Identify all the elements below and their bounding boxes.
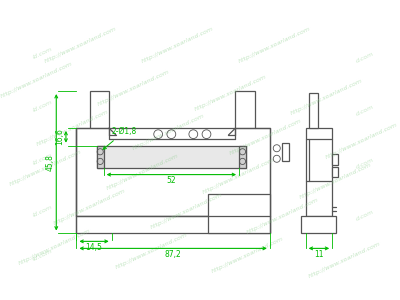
Text: http://www.soarland.com: http://www.soarland.com [237, 26, 311, 64]
Text: d.com: d.com [356, 51, 375, 64]
Bar [90, 91, 109, 128]
Bar [76, 128, 270, 216]
Text: http://www.soarland.com: http://www.soarland.com [9, 148, 82, 187]
Bar [208, 194, 270, 233]
Text: 11: 11 [314, 250, 324, 259]
Text: http://www.soarland.com: http://www.soarland.com [211, 236, 285, 274]
Text: http://www.soarland.com: http://www.soarland.com [308, 241, 381, 279]
Text: http://www.soarland.com: http://www.soarland.com [35, 109, 109, 147]
Text: ld.com: ld.com [32, 152, 54, 166]
Text: http://www.soarland.com: http://www.soarland.com [228, 118, 302, 156]
Bar [282, 143, 289, 160]
Text: http://www.soarland.com: http://www.soarland.com [0, 61, 74, 99]
Bar [309, 93, 318, 128]
Text: http://www.soarland.com: http://www.soarland.com [44, 26, 118, 64]
Bar [236, 91, 255, 128]
Text: http://www.soarland.com: http://www.soarland.com [325, 122, 399, 160]
Text: 14,5: 14,5 [86, 243, 102, 252]
Bar [97, 146, 104, 168]
Text: ld.com: ld.com [32, 249, 54, 262]
Text: http://www.soarland.com: http://www.soarland.com [106, 153, 179, 191]
Text: http://www.soarland.com: http://www.soarland.com [290, 78, 364, 116]
Text: 16,6: 16,6 [55, 128, 64, 145]
Text: d.com: d.com [356, 157, 375, 169]
Text: d.com: d.com [356, 209, 375, 222]
Text: ld.com: ld.com [32, 205, 54, 218]
Text: http://www.soarland.com: http://www.soarland.com [246, 197, 320, 235]
Text: http://www.soarland.com: http://www.soarland.com [97, 70, 170, 107]
Bar [97, 146, 246, 168]
Text: ld.com: ld.com [32, 46, 54, 60]
Text: http://www.soarland.com: http://www.soarland.com [114, 232, 188, 270]
Bar [332, 167, 338, 177]
Text: http://www.soarland.com: http://www.soarland.com [132, 113, 206, 152]
Bar [239, 146, 246, 168]
Text: http://www.soarland.com: http://www.soarland.com [141, 26, 214, 64]
Text: d.com: d.com [356, 104, 375, 117]
Text: http://www.soarland.com: http://www.soarland.com [193, 74, 267, 112]
Bar [332, 154, 338, 165]
Text: ld.com: ld.com [32, 99, 54, 113]
Bar [306, 128, 332, 216]
Text: 87,2: 87,2 [165, 250, 182, 259]
Text: 45,8: 45,8 [46, 154, 54, 171]
Text: 2-Ø1,8: 2-Ø1,8 [103, 127, 137, 149]
Text: http://www.soarland.com: http://www.soarland.com [299, 162, 372, 200]
Text: 52: 52 [166, 176, 176, 185]
Text: http://www.soarland.com: http://www.soarland.com [18, 228, 91, 266]
Text: http://www.soarland.com: http://www.soarland.com [202, 158, 276, 195]
Bar [301, 216, 336, 233]
Bar [76, 216, 270, 233]
Text: http://www.soarland.com: http://www.soarland.com [53, 188, 126, 226]
Text: http://www.soarland.com: http://www.soarland.com [150, 193, 223, 230]
